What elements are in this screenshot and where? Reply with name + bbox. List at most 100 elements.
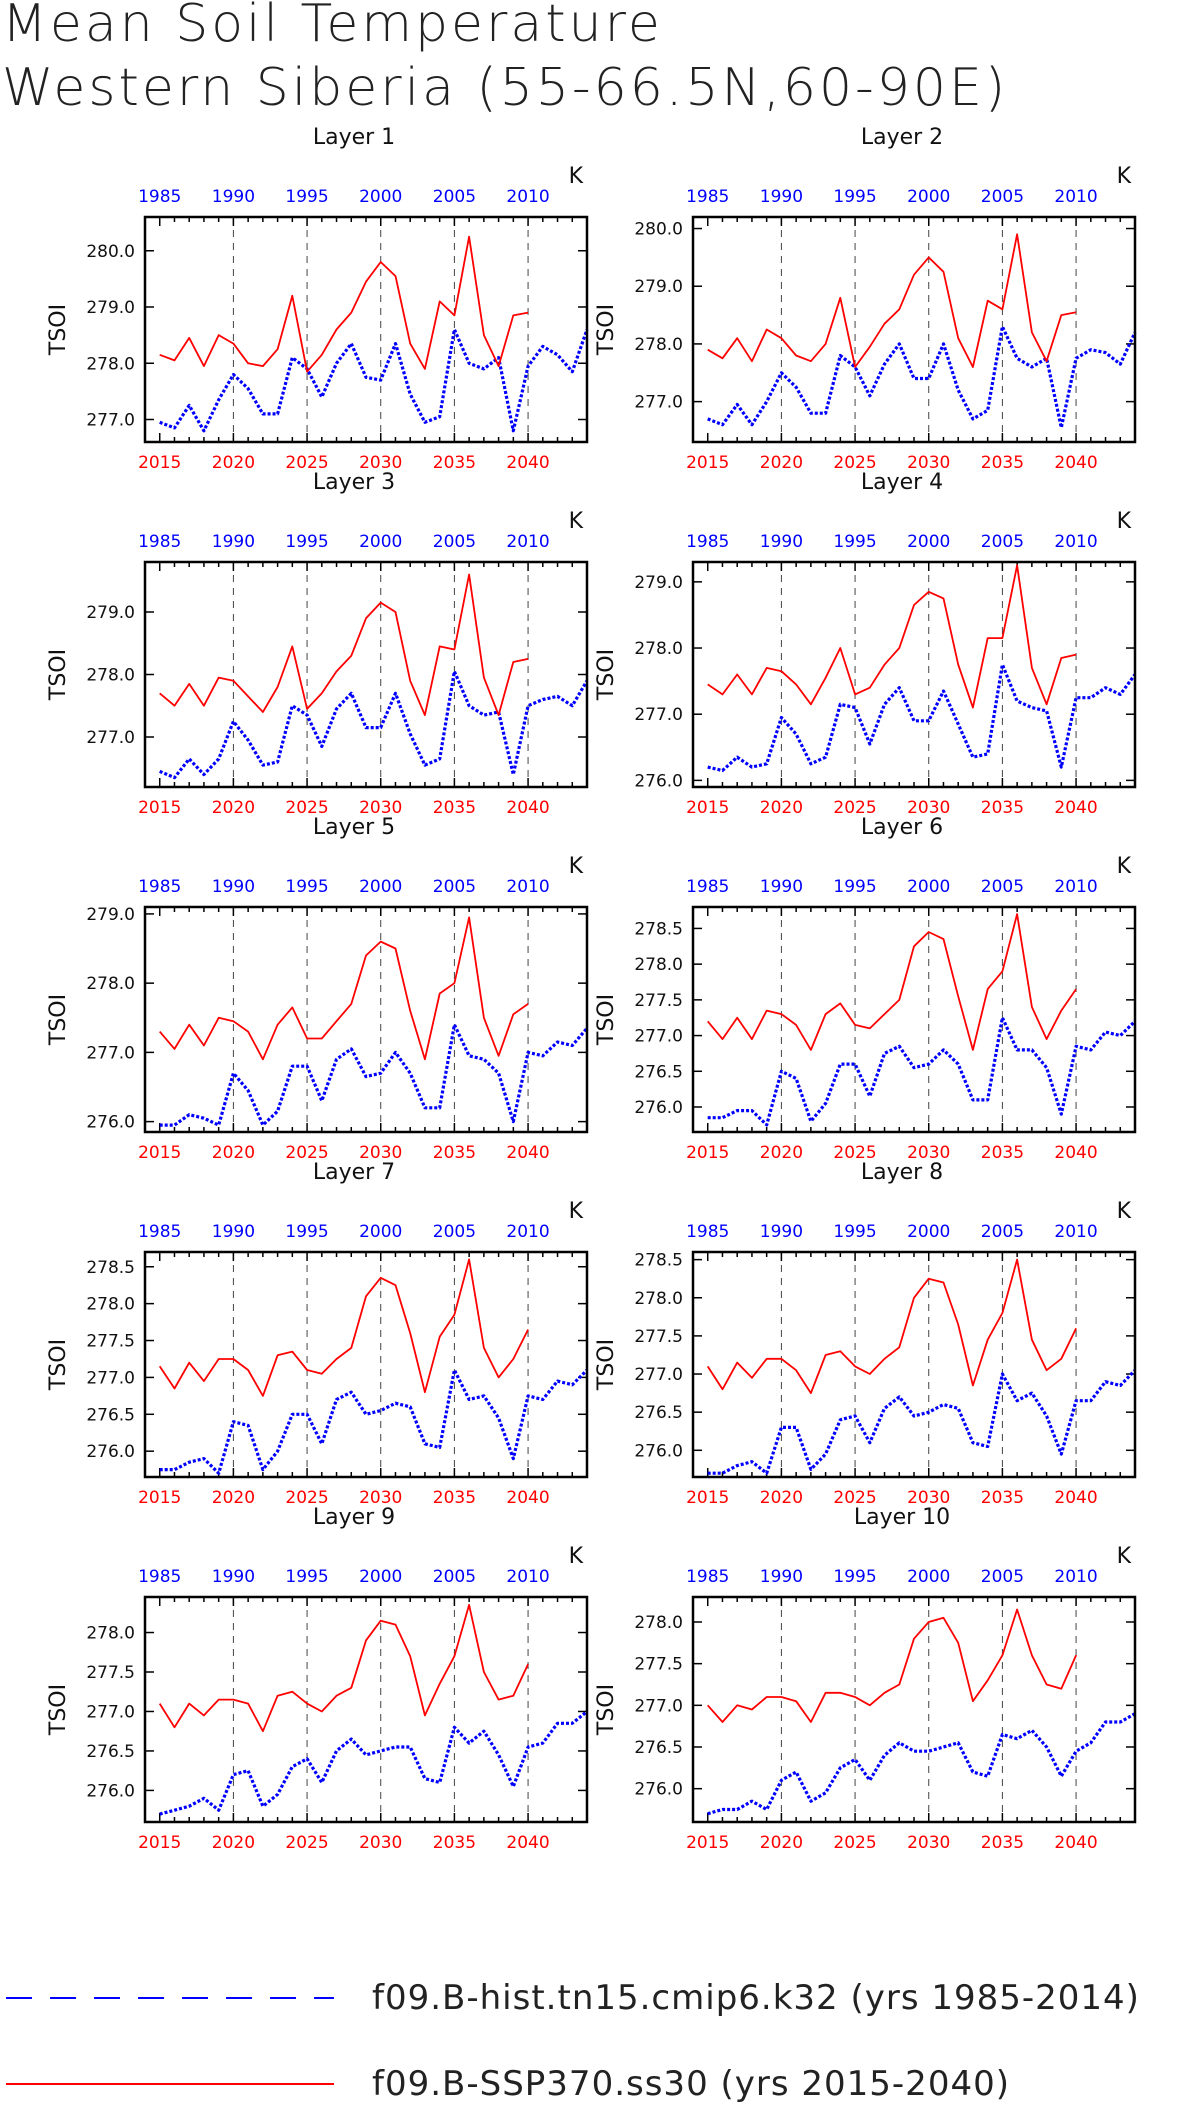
top-tick-label: 1995 <box>285 1222 328 1242</box>
bottom-tick-label: 2040 <box>1054 453 1097 473</box>
y-axis-label: TSOI <box>594 994 619 1046</box>
top-tick-label: 1990 <box>760 1222 803 1242</box>
unit-label: K <box>1117 1544 1132 1569</box>
y-tick-label: 277.0 <box>634 1027 683 1047</box>
top-tick-label: 2005 <box>433 532 476 552</box>
bottom-tick-label: 2015 <box>686 798 729 818</box>
series-ssp-line <box>707 913 1077 1051</box>
top-tick-label: 2005 <box>981 187 1024 207</box>
plot-frame <box>143 560 589 789</box>
top-tick-label: 1985 <box>686 532 729 552</box>
series-ssp-line <box>707 233 1077 368</box>
bottom-tick-label: 2020 <box>212 1833 255 1853</box>
bottom-tick-label: 2040 <box>506 798 549 818</box>
top-tick-label: 1995 <box>833 1222 876 1242</box>
y-tick-label: 278.5 <box>634 1251 683 1271</box>
chart-panel-1: Layer 1 K TSOI 2015 2020 2025 2030 2035 2040 1985… <box>46 125 589 473</box>
y-axis-label: TSOI <box>594 304 619 356</box>
y-tick-label: 277.0 <box>634 1365 683 1385</box>
top-tick-label: 2000 <box>359 187 402 207</box>
y-tick-label: 276.5 <box>86 1742 135 1762</box>
top-tick-label: 2010 <box>506 532 549 552</box>
top-tick-label: 1990 <box>212 1222 255 1242</box>
top-tick-label: 1985 <box>686 1222 729 1242</box>
plot-frame <box>691 215 1137 444</box>
series-hist-line <box>707 325 1137 430</box>
top-tick-label: 1990 <box>760 532 803 552</box>
bottom-tick-label: 2015 <box>686 1143 729 1163</box>
y-tick-label: 278.0 <box>634 955 683 975</box>
chart-panel-8: Layer 8 K TSOI 2015 2020 2025 2030 2035 2040 1985… <box>594 1160 1137 1508</box>
y-axis-label: TSOI <box>46 304 71 356</box>
bottom-tick-label: 2030 <box>359 1488 402 1508</box>
y-tick-label: 278.0 <box>86 1624 135 1644</box>
y-tick-label: 278.0 <box>634 1289 683 1309</box>
y-tick-label: 278.0 <box>634 1613 683 1633</box>
top-tick-label: 1995 <box>833 1567 876 1587</box>
chart-title: Layer 3 <box>313 470 395 495</box>
series-ssp-line <box>159 916 529 1061</box>
bottom-tick-label: 2035 <box>433 798 476 818</box>
y-tick-label: 277.0 <box>86 1702 135 1722</box>
series-hist-line <box>159 1710 589 1816</box>
bottom-tick-label: 2030 <box>359 1833 402 1853</box>
series-ssp-line <box>706 1258 1077 1394</box>
top-tick-label: 2005 <box>981 1222 1024 1242</box>
top-tick-label: 2000 <box>359 877 402 897</box>
bottom-tick-label: 2035 <box>433 1143 476 1163</box>
bottom-tick-label: 2020 <box>212 1488 255 1508</box>
top-tick-label: 1990 <box>212 877 255 897</box>
top-tick-label: 2000 <box>907 877 950 897</box>
series-ssp-line <box>707 564 1077 709</box>
bottom-tick-label: 2040 <box>1054 1488 1097 1508</box>
y-axis-label: TSOI <box>46 1684 71 1736</box>
plot-frame <box>143 215 589 444</box>
series-hist-line <box>159 1023 589 1127</box>
chart-panel-9: Layer 9 K TSOI 2015 2020 2025 2030 2035 2040 1985… <box>46 1505 589 1853</box>
bottom-tick-label: 2035 <box>981 1488 1024 1508</box>
bottom-tick-label: 2035 <box>981 798 1024 818</box>
top-tick-label: 1995 <box>833 532 876 552</box>
chart-panel-4: Layer 4 K TSOI 2015 2020 2025 2030 2035 2040 1985… <box>594 470 1137 818</box>
legend-hist-swatch <box>6 1997 334 1999</box>
y-tick-label: 276.0 <box>634 771 683 791</box>
top-tick-label: 2000 <box>359 532 402 552</box>
top-tick-label: 2005 <box>433 877 476 897</box>
legend-hist: f09.B-hist.tn15.cmip6.k32 (yrs 1985-2014… <box>0 1968 1182 2028</box>
bottom-tick-label: 2020 <box>760 453 803 473</box>
legend-hist-label: f09.B-hist.tn15.cmip6.k32 (yrs 1985-2014… <box>372 1978 1140 2018</box>
y-tick-label: 276.0 <box>86 1442 135 1462</box>
y-tick-label: 276.0 <box>86 1113 135 1133</box>
top-tick-label: 2000 <box>359 1567 402 1587</box>
bottom-tick-label: 2035 <box>981 1143 1024 1163</box>
chart-panel-5: Layer 5 K TSOI 2015 2020 2025 2030 2035 2040 1985… <box>46 815 589 1163</box>
top-tick-label: 2010 <box>1054 532 1097 552</box>
bottom-tick-label: 2015 <box>138 1833 181 1853</box>
legend-ssp: f09.B-SSP370.ss30 (yrs 2015-2040) <box>0 2054 1182 2114</box>
bottom-tick-label: 2040 <box>506 453 549 473</box>
chart-title: Layer 5 <box>313 815 395 840</box>
top-tick-label: 2000 <box>359 1222 402 1242</box>
bottom-tick-label: 2040 <box>506 1143 549 1163</box>
bottom-tick-label: 2025 <box>285 1143 328 1163</box>
top-tick-label: 1995 <box>285 1567 328 1587</box>
top-tick-label: 1985 <box>686 1567 729 1587</box>
chart-title: Layer 10 <box>854 1505 950 1530</box>
bottom-tick-label: 2015 <box>686 453 729 473</box>
bottom-tick-label: 2015 <box>138 1143 181 1163</box>
y-tick-label: 277.0 <box>634 393 683 413</box>
top-tick-label: 2005 <box>433 1567 476 1587</box>
bottom-tick-label: 2030 <box>359 1143 402 1163</box>
y-tick-label: 276.0 <box>634 1441 683 1461</box>
chart-panel-6: Layer 6 K TSOI 2015 2020 2025 2030 2035 2040 1985… <box>594 815 1137 1163</box>
bottom-tick-label: 2020 <box>760 1488 803 1508</box>
chart-title: Layer 9 <box>313 1505 395 1530</box>
top-tick-label: 1995 <box>833 187 876 207</box>
unit-label: K <box>569 1199 584 1224</box>
bottom-tick-label: 2025 <box>833 1488 876 1508</box>
unit-label: K <box>569 164 584 189</box>
chart-title: Layer 2 <box>861 125 943 150</box>
top-tick-label: 2000 <box>907 187 950 207</box>
unit-label: K <box>1117 164 1132 189</box>
top-tick-label: 1985 <box>686 187 729 207</box>
